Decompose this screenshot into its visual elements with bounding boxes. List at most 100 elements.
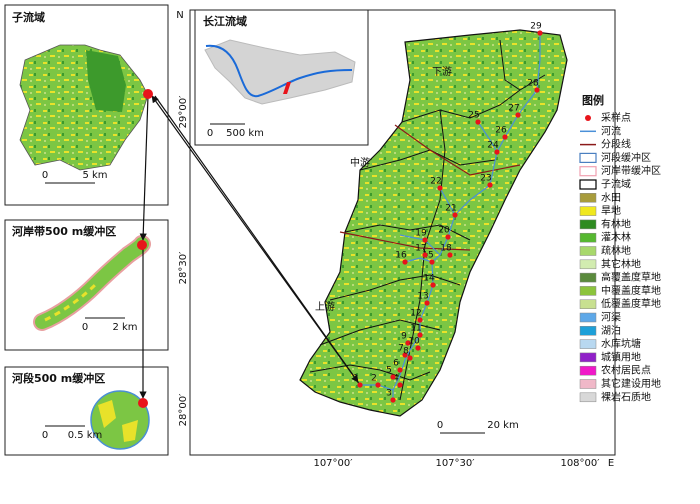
main-map-frame (189, 9, 616, 456)
legend-symbol (579, 312, 597, 323)
forest-patch (86, 50, 126, 112)
scale-label: 500 km (226, 128, 264, 139)
sample-point-label: 18 (440, 244, 452, 254)
legend-symbol (579, 259, 597, 270)
legend-label: 水田 (601, 192, 621, 204)
legend-label: 湖泊 (601, 325, 621, 337)
scale-label: 0.5 km (68, 430, 103, 441)
yangtze-river (205, 44, 353, 98)
legend-label: 子流域 (601, 178, 631, 191)
lon-label: 108°00′ (560, 458, 600, 469)
sample-point-label: 11 (410, 324, 421, 334)
lat-label: 29°00′ (178, 95, 189, 128)
sample-point (375, 382, 381, 388)
sample-point-label: 14 (423, 274, 435, 284)
sample-point (357, 382, 363, 388)
legend-label: 河岸带缓冲区 (601, 164, 661, 177)
legend-symbol (579, 152, 597, 163)
legend-symbol (579, 286, 597, 296)
sample-point (415, 345, 421, 351)
legend-symbol (579, 326, 597, 336)
sample-point-label: 5 (386, 366, 392, 376)
sample-point (447, 252, 453, 258)
sample-point-label: 19 (415, 229, 427, 239)
sample-point (422, 237, 428, 243)
sample-point (397, 382, 403, 388)
sample-point (437, 185, 443, 191)
lat-label: 28°30′ (178, 251, 189, 284)
farmland-patch (44, 282, 98, 322)
sample-point-label: 15 (422, 251, 433, 261)
sample-point-label: 9 (401, 332, 407, 342)
sample-point (390, 397, 396, 403)
legend-symbol (579, 206, 597, 216)
legend-label: 河渠 (601, 312, 621, 324)
sample-point (494, 149, 500, 155)
legend-label: 分段线 (601, 138, 631, 151)
sample-point (422, 252, 428, 258)
inset-frame (4, 366, 169, 456)
sample-point (502, 134, 508, 140)
lon-label: 107°00′ (313, 458, 353, 469)
sample-point (390, 374, 396, 380)
study-area (283, 82, 291, 94)
sample-point-label: 27 (508, 104, 519, 114)
sample-point-label: 17 (415, 244, 426, 254)
sample-point-label: 6 (393, 359, 399, 369)
legend-label: 高覆盖度草地 (601, 271, 661, 284)
sample-point (475, 119, 481, 125)
sample-point-label: 26 (495, 126, 507, 136)
sample-point-label: 10 (408, 337, 420, 347)
north-label: N (176, 10, 183, 21)
region-label: 下游 (432, 65, 452, 78)
sample-point (515, 112, 521, 118)
basin-shape (204, 39, 356, 105)
sample-point (417, 332, 423, 338)
sample-point (534, 87, 540, 93)
legend-symbol (579, 379, 597, 389)
legend-label: 农村居民点 (601, 364, 651, 377)
legend-symbol (579, 193, 597, 203)
legend-symbol (579, 166, 597, 177)
legend-symbol (579, 246, 597, 256)
sample-point (430, 282, 436, 288)
sample-point-label: 28 (527, 79, 539, 89)
basin-shape (299, 29, 568, 417)
legend-label: 其它林地 (601, 257, 641, 270)
legend-label: 裸岩石质地 (601, 390, 651, 403)
scale-label: 5 km (82, 170, 107, 181)
legend-symbol (585, 115, 591, 121)
sample-point (407, 355, 413, 361)
scale-label: 2 km (112, 322, 137, 333)
scale-label: 0 (437, 420, 443, 431)
region-label: 中游 (350, 156, 370, 169)
sample-point-label: 4 (393, 374, 399, 384)
sample-point-label: 8 (403, 347, 409, 357)
sample-point-label: 3 (386, 389, 392, 399)
sample-point (537, 30, 543, 36)
sample-point-marker (143, 89, 153, 99)
legend-symbol (579, 392, 597, 403)
sample-point (452, 212, 458, 218)
sample-point-label: 1 (353, 374, 359, 384)
scale-label: 0 (82, 322, 88, 333)
sub-basin-shape (19, 44, 149, 171)
inset-title: 长江流域 (203, 14, 247, 28)
legend-label: 灌木林 (601, 231, 631, 244)
scale-label: 0 (42, 170, 48, 181)
legend-label: 中覆盖度草地 (601, 284, 661, 297)
legend-symbol (579, 272, 597, 283)
legend-label: 有林地 (601, 217, 631, 230)
inset-frame (4, 4, 169, 206)
legend-label: 城镇用地 (601, 350, 641, 363)
inset-title: 子流域 (12, 10, 45, 24)
sample-point (405, 340, 411, 346)
legend-title: 图例 (582, 93, 604, 107)
scale-label: 20 km (487, 420, 518, 431)
scale-label: 0 (42, 430, 48, 441)
riparian-buffer-fill (35, 237, 149, 329)
sample-point-label: 16 (395, 251, 407, 261)
